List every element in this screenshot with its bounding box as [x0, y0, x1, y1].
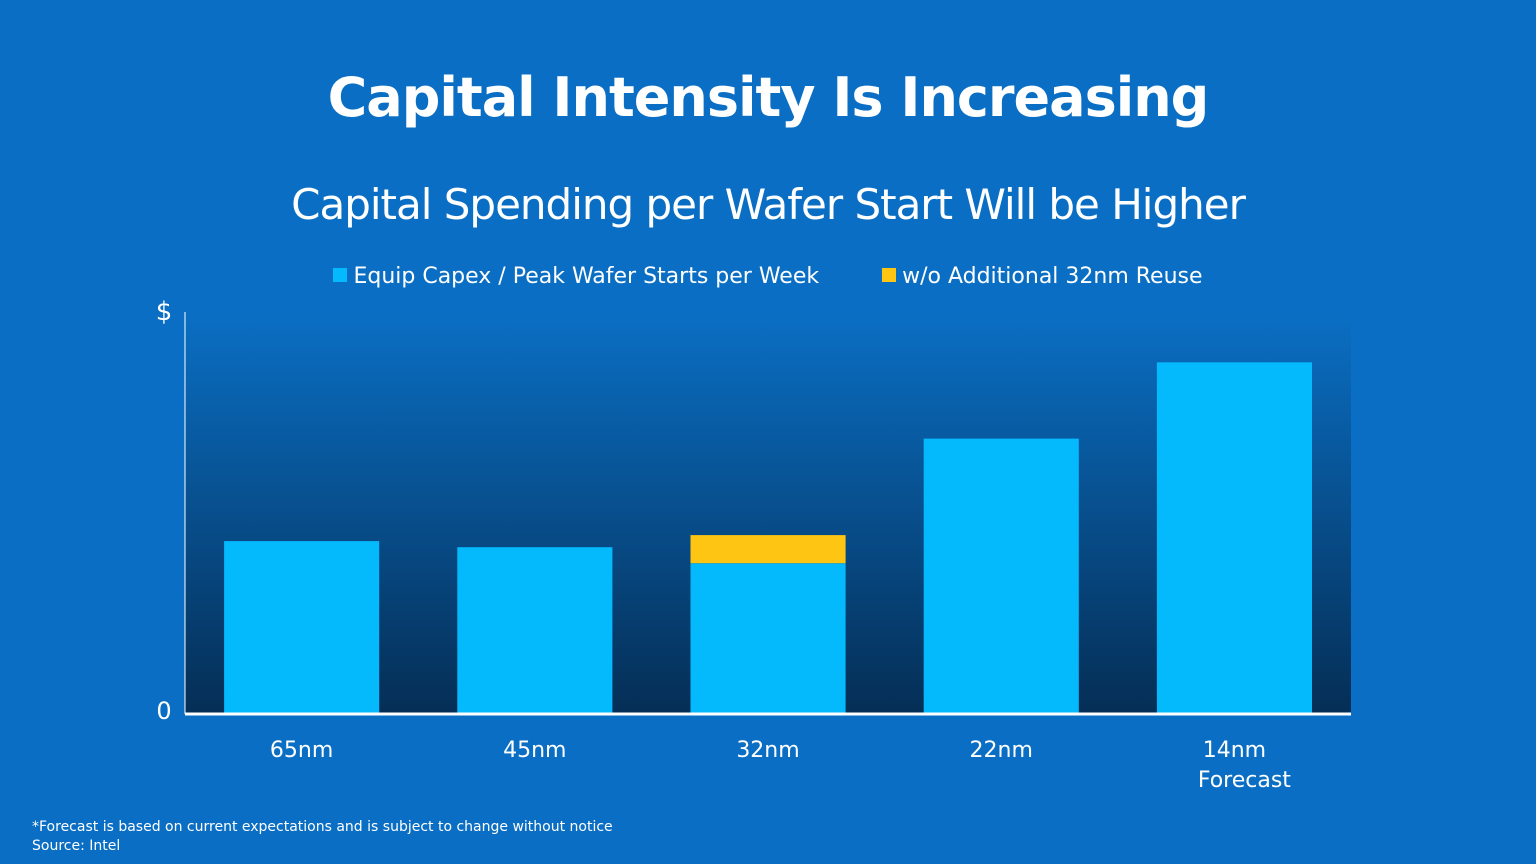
legend-swatch-32nm-reuse [882, 268, 897, 282]
x-tick-label-65nm: 65nm [270, 738, 333, 763]
y-tick-zero: 0 [156, 697, 171, 725]
x-tick-label-14nm: 14nm [1203, 738, 1266, 763]
bar-14nm-series-0 [1156, 362, 1312, 714]
footnote: *Forecast is based on current expectatio… [32, 818, 613, 856]
bar-65nm-series-0 [224, 541, 380, 714]
x-tick-label-32nm: 32nm [736, 738, 799, 763]
x-tick-label-22nm: 22nm [970, 738, 1033, 763]
legend-item-equip-capex: Equip Capex / Peak Wafer Starts per Week [333, 264, 819, 289]
legend-swatch-equip-capex [333, 268, 348, 282]
bar-32nm-series-1 [690, 535, 846, 564]
source-note: Source: Intel [32, 838, 121, 854]
x-tick-label-45nm: 45nm [503, 738, 566, 763]
y-tick-top: $ [156, 297, 173, 327]
x-tick-note-14nm: Forecast [1198, 768, 1291, 793]
legend: Equip Capex / Peak Wafer Starts per Week… [0, 264, 1536, 289]
legend-label-equip-capex: Equip Capex / Peak Wafer Starts per Week [353, 264, 820, 289]
legend-item-32nm-reuse: w/o Additional 32nm Reuse [882, 264, 1203, 289]
chart-title: Capital Intensity Is Increasing [327, 66, 1210, 129]
bar-45nm-series-0 [457, 547, 613, 714]
forecast-note: *Forecast is based on current expectatio… [32, 819, 613, 835]
bar-32nm-series-0 [690, 563, 846, 714]
chart-subtitle: Capital Spending per Wafer Start Will be… [291, 180, 1246, 229]
legend-label-32nm-reuse: w/o Additional 32nm Reuse [902, 264, 1203, 289]
bar-22nm-series-0 [923, 438, 1079, 714]
